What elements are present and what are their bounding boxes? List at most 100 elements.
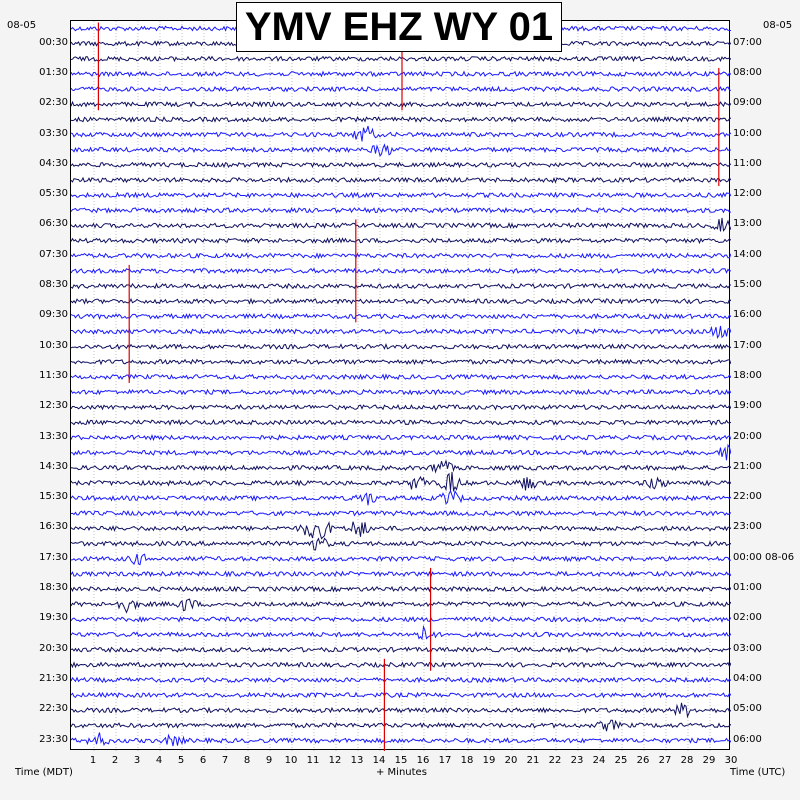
seismogram-svg (71, 21, 731, 751)
right-time-label: 11:00 (733, 157, 762, 169)
x-tick-label: 25 (614, 755, 628, 766)
x-tick-label: 24 (592, 755, 606, 766)
right-time-label: 09:00 (733, 97, 762, 109)
trace-row-9 (71, 161, 731, 169)
left-time-label: 08:30 (39, 279, 68, 291)
trace-row-11 (71, 191, 731, 199)
right-time-label: 17:00 (733, 339, 762, 351)
right-time-label: 04:00 (733, 672, 762, 684)
trace-row-20 (71, 325, 731, 339)
trace-row-33 (71, 521, 731, 540)
trace-row-29 (71, 460, 731, 474)
trace-row-16 (71, 267, 731, 275)
right-time-label: 13:00 (733, 218, 762, 230)
right-time-label: 06:00 (733, 733, 762, 745)
trace-row-13 (71, 217, 731, 232)
x-tick-label: 2 (111, 755, 119, 766)
left-time-label: 01:30 (39, 66, 68, 78)
trace-row-2 (71, 55, 731, 63)
trace-row-41 (71, 646, 731, 654)
trace-row-26 (71, 419, 731, 426)
x-tick-label: 18 (460, 755, 474, 766)
trace-row-25 (71, 404, 731, 411)
title-box: YMV EHZ WY 01 (236, 2, 562, 52)
x-tick-label: 30 (724, 755, 738, 766)
trace-row-40 (71, 624, 731, 641)
left-time-label: 11:30 (39, 369, 68, 381)
x-tick-label: 20 (504, 755, 518, 766)
trace-row-43 (71, 676, 731, 684)
left-time-label: 15:30 (39, 491, 68, 503)
trace-row-42 (71, 661, 731, 669)
trace-row-3 (71, 70, 731, 78)
trace-row-12 (71, 206, 731, 214)
x-tick-label: 5 (177, 755, 185, 766)
trace-row-19 (71, 312, 731, 320)
left-time-label: 17:30 (39, 551, 68, 563)
trace-row-37 (71, 585, 731, 593)
left-time-label: 18:30 (39, 582, 68, 594)
right-time-label: 05:00 (733, 703, 762, 715)
right-time-label: 08:00 (733, 66, 762, 78)
x-tick-label: 12 (328, 755, 342, 766)
seismogram-plot-area (70, 20, 731, 751)
right-time-label: 20:00 (733, 430, 762, 442)
right-axis-label: Time (UTC) (730, 767, 786, 778)
x-tick-label: 3 (133, 755, 141, 766)
left-axis-label: Time (MDT) (15, 767, 73, 778)
date-label-right: 08-05 (763, 20, 793, 31)
x-tick-label: 29 (702, 755, 716, 766)
date-label-left: 08-05 (7, 20, 37, 31)
right-time-label: 10:00 (733, 127, 762, 139)
trace-row-39 (71, 615, 731, 623)
trace-row-18 (71, 297, 731, 305)
left-time-label: 05:30 (39, 188, 68, 200)
left-time-label: 09:30 (39, 309, 68, 321)
x-tick-label: 22 (548, 755, 562, 766)
right-time-label: 15:00 (733, 279, 762, 291)
right-time-label: 22:00 (733, 491, 762, 503)
left-time-label: 20:30 (39, 642, 68, 654)
x-tick-label: 11 (306, 755, 320, 766)
left-time-label: 23:30 (39, 733, 68, 745)
trace-row-38 (71, 598, 731, 614)
right-time-label: 12:00 (733, 188, 762, 200)
x-tick-label: 7 (221, 755, 229, 766)
x-tick-label: 15 (394, 755, 408, 766)
left-time-label: 13:30 (39, 430, 68, 442)
trace-row-4 (71, 85, 731, 93)
left-time-label: 19:30 (39, 612, 68, 624)
left-time-label: 00:30 (39, 36, 68, 48)
x-tick-label: 4 (155, 755, 163, 766)
trace-row-31 (71, 489, 731, 506)
left-time-label: 16:30 (39, 521, 68, 533)
x-tick-label: 1 (89, 755, 97, 766)
x-tick-label: 9 (265, 755, 273, 766)
right-time-label: 14:00 (733, 248, 762, 260)
trace-row-36 (71, 570, 731, 578)
chart-title: YMV EHZ WY 01 (244, 4, 554, 49)
trace-row-30 (71, 471, 731, 493)
x-tick-label: 16 (416, 755, 430, 766)
right-time-label: 23:00 (733, 521, 762, 533)
trace-row-6 (71, 115, 731, 123)
trace-row-35 (71, 553, 731, 566)
right-time-label: 02:00 (733, 612, 762, 624)
left-time-label: 02:30 (39, 97, 68, 109)
right-time-label: 00:00 08-06 (733, 551, 795, 563)
trace-row-22 (71, 358, 731, 366)
left-time-label: 03:30 (39, 127, 68, 139)
trace-row-15 (71, 252, 731, 260)
left-time-label: 22:30 (39, 703, 68, 715)
left-time-label: 21:30 (39, 672, 68, 684)
trace-row-8 (71, 143, 731, 157)
right-time-label: 16:00 (733, 309, 762, 321)
trace-row-23 (71, 373, 731, 381)
trace-row-32 (71, 510, 731, 517)
right-time-label: 19:00 (733, 400, 762, 412)
left-time-label: 12:30 (39, 400, 68, 412)
trace-row-24 (71, 388, 731, 396)
trace-row-7 (71, 125, 731, 142)
trace-row-14 (71, 237, 731, 245)
right-time-label: 21:00 (733, 460, 762, 472)
